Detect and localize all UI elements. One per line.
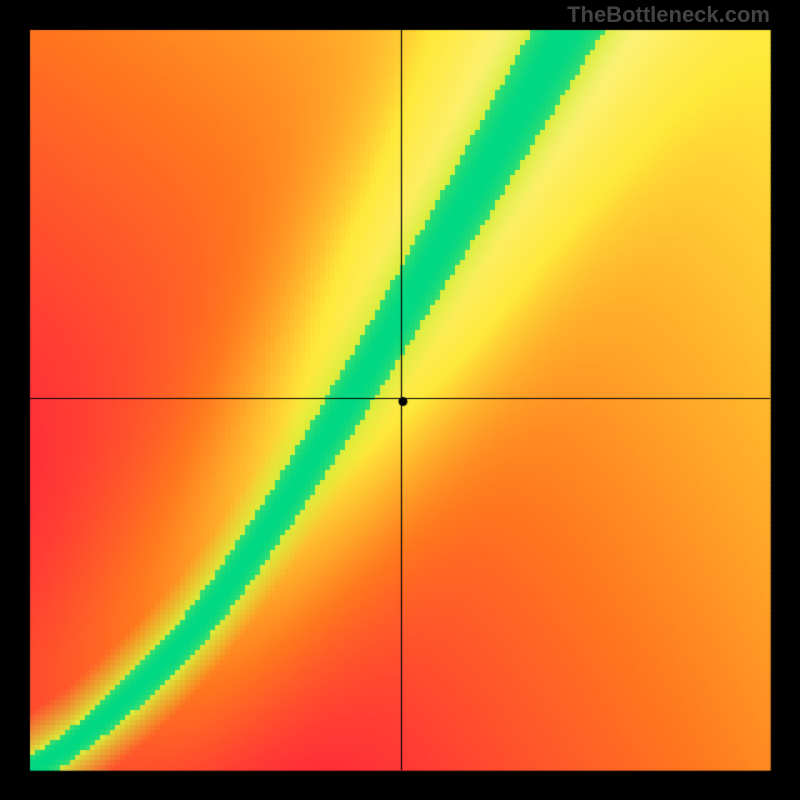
chart-container: TheBottleneck.com [0, 0, 800, 800]
heatmap-canvas [0, 0, 800, 800]
watermark-text: TheBottleneck.com [567, 2, 770, 28]
